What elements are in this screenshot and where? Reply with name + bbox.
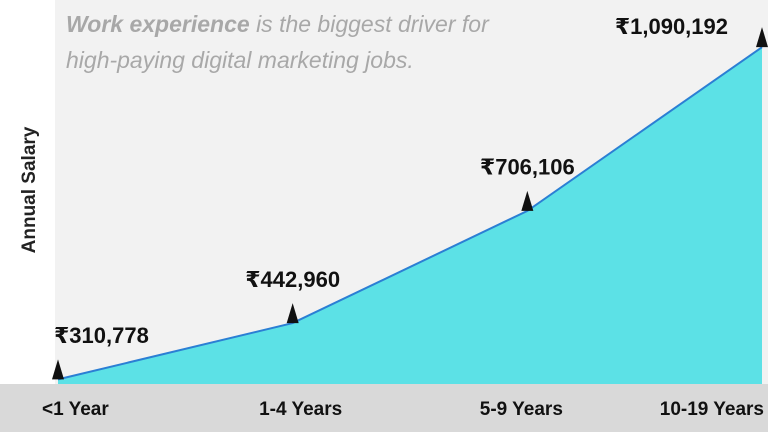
- y-axis-label: Annual Salary: [19, 126, 40, 253]
- marker: [521, 190, 534, 211]
- chart-title: Work experience is the biggest driver fo…: [66, 6, 546, 78]
- marker: [286, 303, 299, 324]
- value-label: ₹442,960: [245, 267, 340, 292]
- value-label: ₹310,778: [54, 323, 149, 348]
- x-tick-label: 1-4 Years: [259, 399, 342, 420]
- marker: [756, 27, 768, 48]
- value-label: ₹1,090,192: [615, 14, 728, 39]
- marker: [52, 359, 64, 380]
- line: [57, 46, 763, 381]
- x-tick-label: 10-19 Years: [660, 399, 764, 420]
- category-band: [0, 384, 768, 432]
- title-emphasis: Work experience: [66, 11, 250, 37]
- title-text: is the biggest driver for high-paying di…: [66, 11, 489, 73]
- x-tick-label: <1 Year: [42, 399, 109, 420]
- x-tick-label: 5-9 Years: [480, 399, 563, 420]
- value-label: ₹706,106: [480, 155, 575, 180]
- area: [58, 47, 762, 384]
